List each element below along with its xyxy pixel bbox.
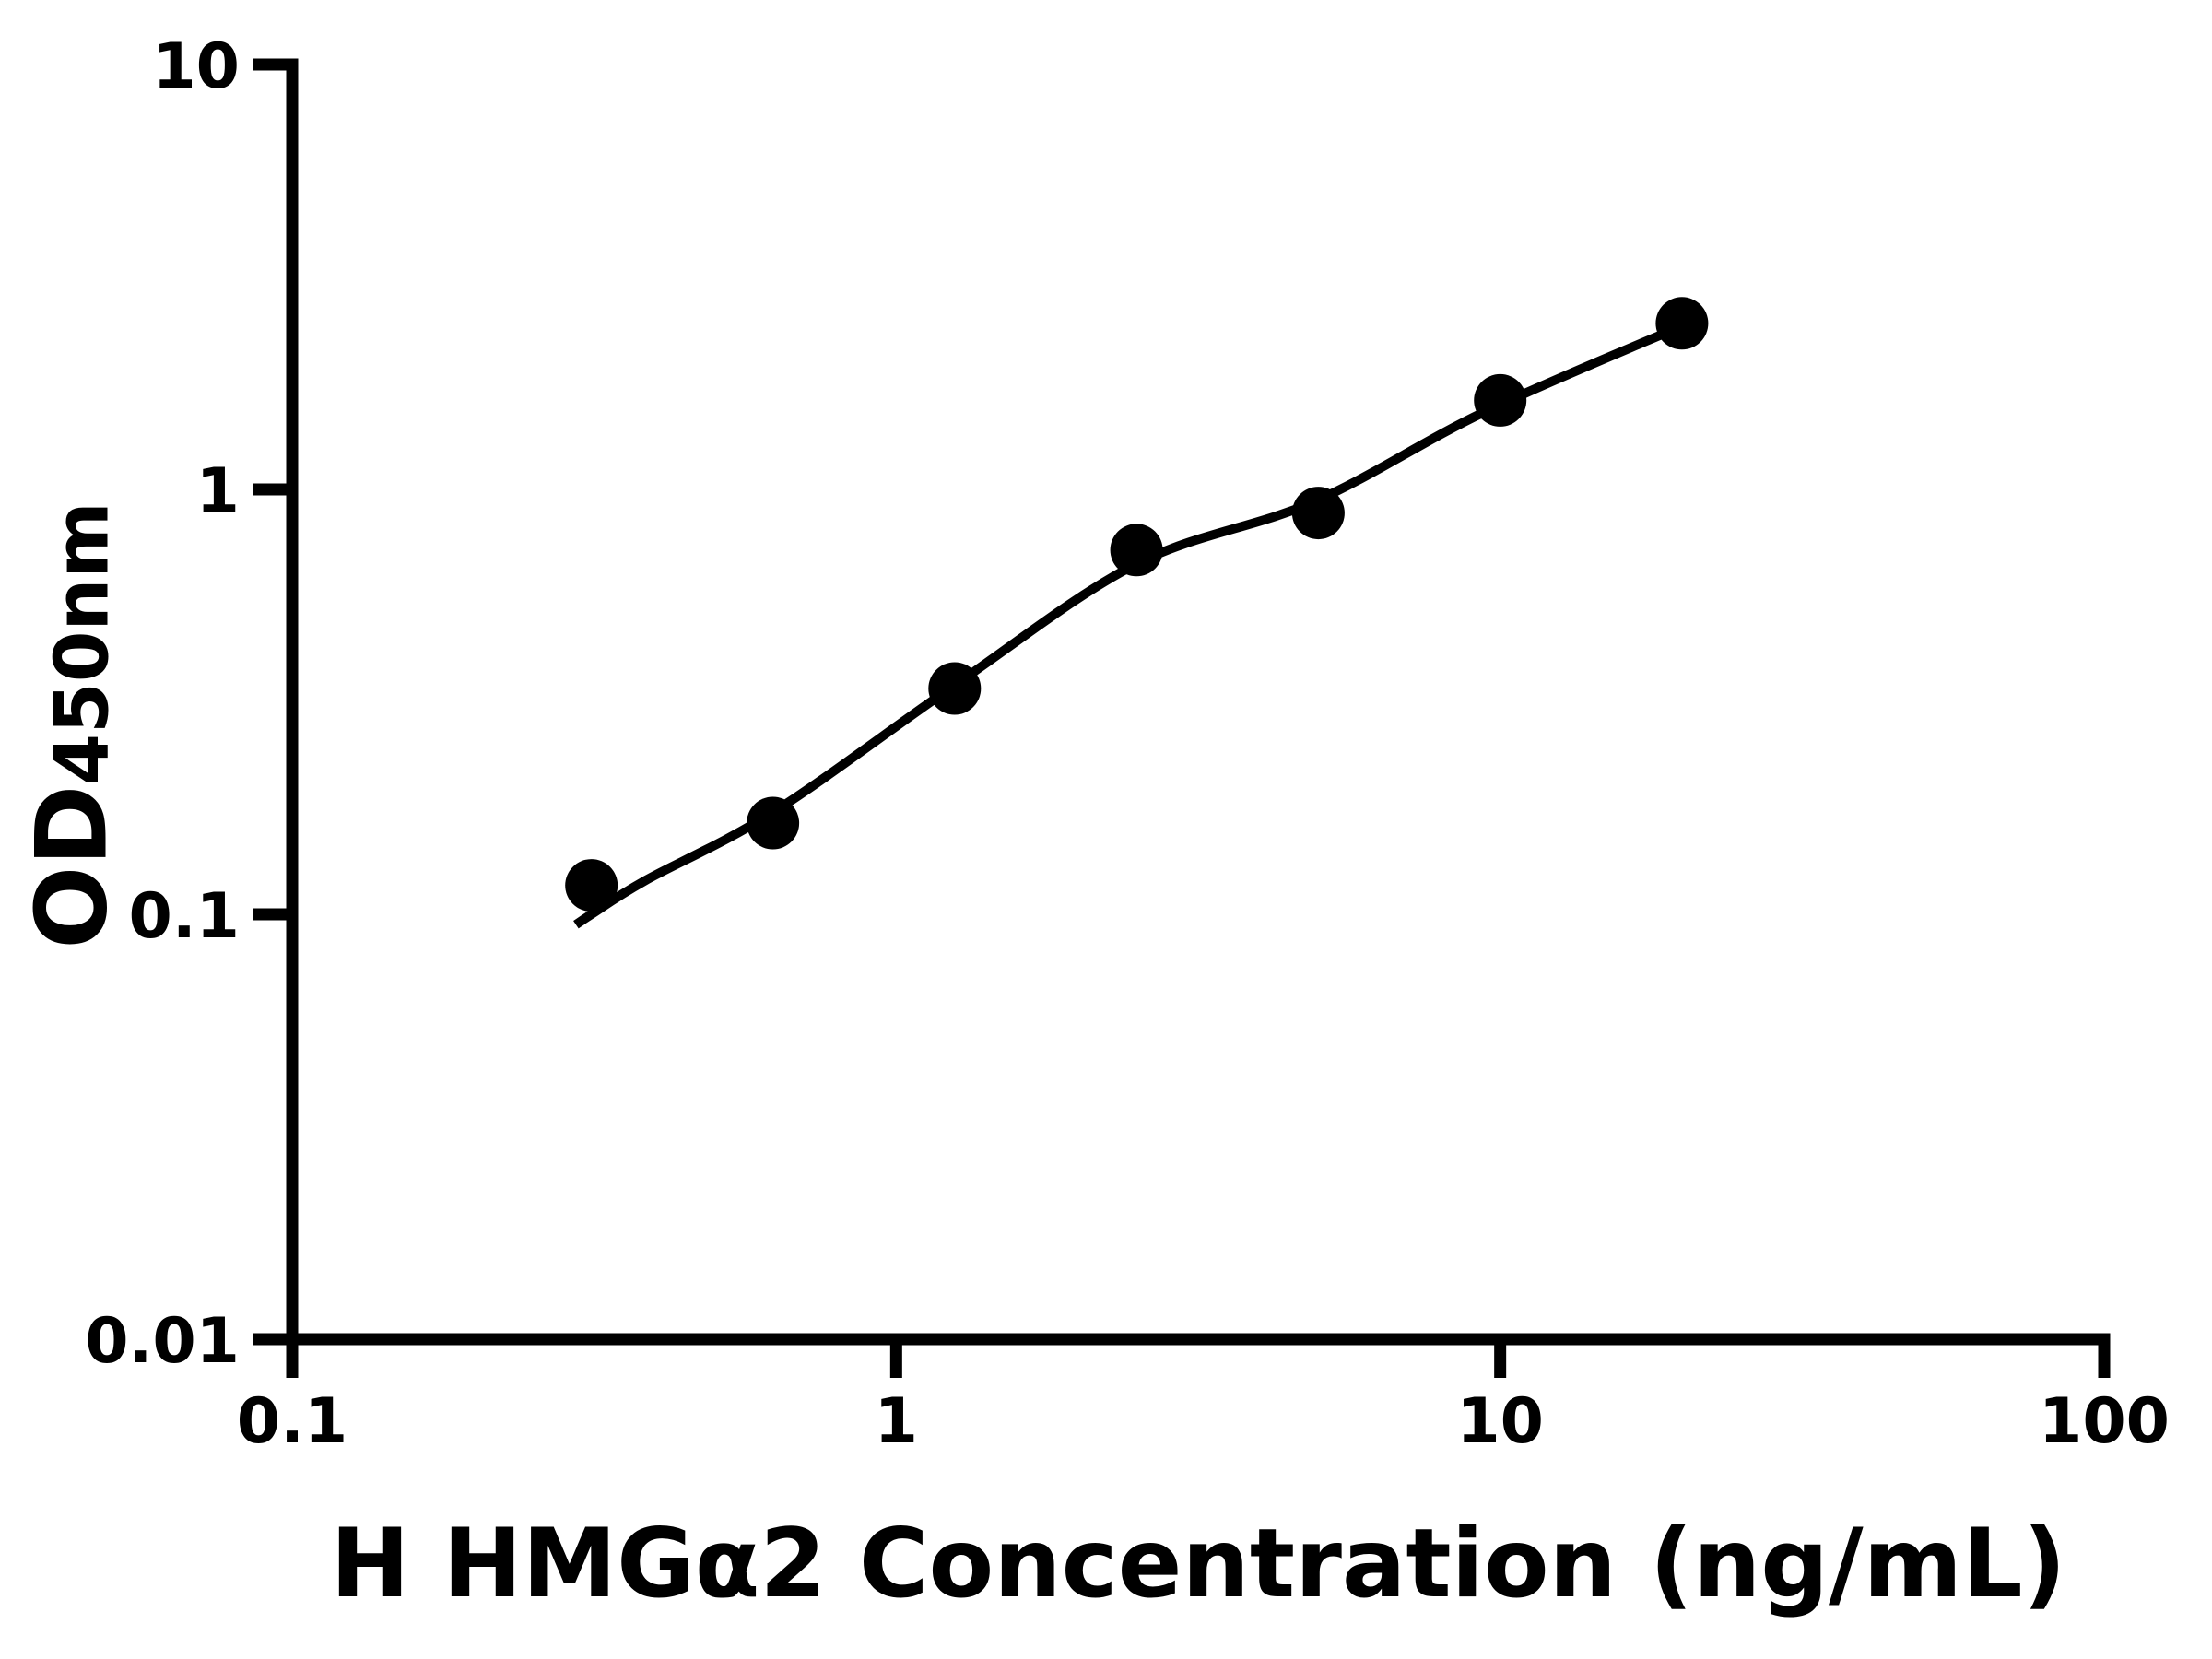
y-tick-label: 10 (152, 30, 240, 103)
axis-spine (253, 58, 2111, 1378)
y-tick-label: 1 (196, 455, 240, 528)
data-point (928, 662, 982, 715)
data-point (1655, 297, 1709, 350)
x-tick-label: 100 (2039, 1385, 2170, 1458)
y-tick-label: 0.01 (85, 1305, 240, 1378)
x-tick-label: 10 (1456, 1385, 1544, 1458)
x-axis-title-text: H HMGα2 Concentration (ng/mL) (330, 1509, 2066, 1619)
fit-curve (573, 320, 1687, 929)
y-axis-title-sub: 450nm (39, 501, 125, 785)
x-tick-label: 0.1 (237, 1385, 347, 1458)
x-axis-title: H HMGα2 Concentration (ng/mL) (292, 1517, 2104, 1612)
x-tick-label: 1 (875, 1385, 918, 1458)
data-point (565, 859, 618, 912)
data-point (1110, 524, 1163, 577)
data-point (747, 796, 800, 850)
data-point (1291, 487, 1345, 540)
y-axis-title: OD450nm (16, 501, 129, 948)
y-tick-label: 0.1 (129, 880, 240, 953)
y-axis-title-main: OD (15, 784, 129, 949)
data-point (1474, 373, 1527, 427)
